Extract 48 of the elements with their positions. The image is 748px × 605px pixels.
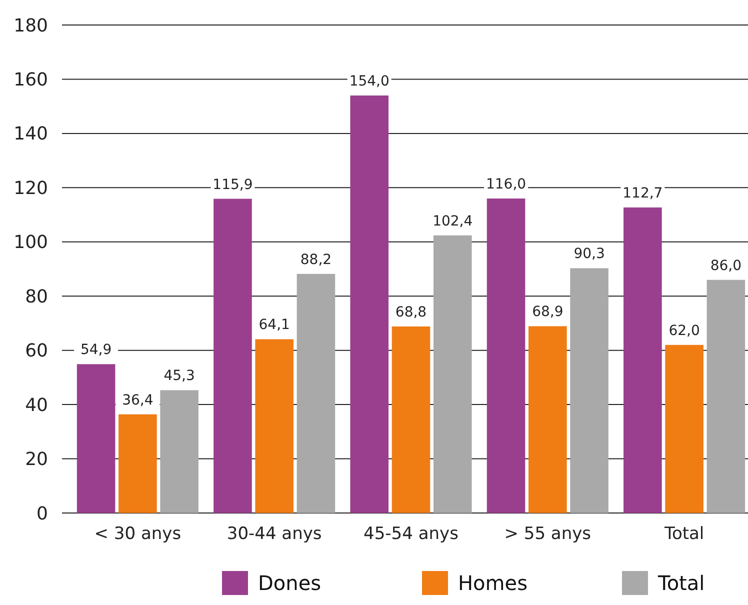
bar xyxy=(392,326,430,513)
x-tick-label: 45-54 anys xyxy=(364,524,459,544)
bar xyxy=(570,268,608,513)
bar xyxy=(433,235,472,513)
data-label: 64,1 xyxy=(258,317,290,334)
x-tick-label: > 55 anys xyxy=(504,524,592,544)
data-label: 54,9 xyxy=(80,342,112,358)
data-label: 115,9 xyxy=(212,176,253,193)
y-tick-label: 60 xyxy=(25,340,48,362)
bar xyxy=(706,280,746,513)
y-tick-label: 120 xyxy=(14,178,48,199)
bar xyxy=(350,95,389,513)
y-tick-label: 160 xyxy=(14,70,48,91)
data-label: 86,0 xyxy=(710,258,742,274)
data-label: 102,4 xyxy=(432,213,473,230)
data-label: 90,3 xyxy=(574,246,605,262)
bar xyxy=(118,414,157,513)
y-tick-label: 0 xyxy=(36,503,48,524)
y-tick-label: 140 xyxy=(14,124,48,145)
bar xyxy=(665,344,704,513)
data-label: 68,9 xyxy=(532,304,564,320)
bar xyxy=(214,198,252,513)
bar xyxy=(528,326,567,513)
y-tick-label: 180 xyxy=(14,15,48,36)
data-label: 112,7 xyxy=(622,185,663,202)
data-label: 116,0 xyxy=(486,176,526,193)
bar xyxy=(624,207,662,513)
x-tick-label: Total xyxy=(663,524,704,544)
data-label: 68,8 xyxy=(395,304,427,320)
data-label: 36,4 xyxy=(122,392,154,408)
y-tick-label: 20 xyxy=(25,449,48,470)
y-tick-label: 40 xyxy=(25,394,48,416)
legend-label: Dones xyxy=(258,571,322,595)
bar xyxy=(255,339,294,513)
data-label: 88,2 xyxy=(300,252,332,268)
bar xyxy=(160,390,198,513)
data-label: 62,0 xyxy=(668,322,700,339)
legend-label: Total xyxy=(657,571,705,595)
y-tick-label: 80 xyxy=(25,286,48,308)
legend-label: Homes xyxy=(458,571,528,595)
data-label: 45,3 xyxy=(164,368,195,384)
bar xyxy=(296,274,336,513)
bar xyxy=(76,364,116,513)
bar xyxy=(486,198,526,513)
x-tick-label: < 30 anys xyxy=(94,524,182,544)
y-tick-label: 100 xyxy=(14,232,48,254)
data-label: 154,0 xyxy=(349,73,390,90)
x-tick-label: 30-44 anys xyxy=(226,524,322,544)
